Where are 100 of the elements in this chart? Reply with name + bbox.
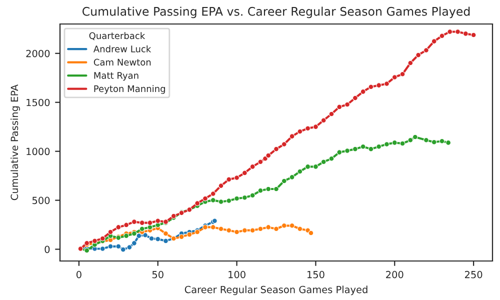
x-tick-label: 250 [464,270,482,278]
point [352,95,358,101]
y-tick-label: 0 [44,246,50,254]
point [281,142,287,147]
point [148,236,154,242]
point [155,218,161,224]
point [242,194,248,200]
point [289,134,295,140]
point [384,142,390,147]
point [384,81,390,86]
point [313,124,318,130]
point [194,200,200,206]
point [139,226,145,232]
point [328,111,334,117]
point [400,71,406,77]
point [250,164,256,170]
legend-label: Andrew Luck [93,45,152,52]
point [226,228,232,234]
point [210,224,216,230]
point [274,226,279,232]
point [281,222,287,228]
point [446,140,452,146]
point [124,233,130,239]
y-tick-label: 2000 [26,50,50,58]
point [218,183,224,188]
point [131,240,137,246]
point [226,176,232,182]
point [320,159,326,165]
chart-title: Cumulative Passing EPA vs. Career Regular Season Games Played [82,6,470,18]
point [258,226,264,232]
point [297,128,303,134]
point [439,33,445,39]
point [336,104,342,110]
point [392,74,398,80]
point [368,146,374,152]
point [305,164,311,170]
point [234,196,240,202]
point [116,224,122,230]
point [262,156,268,162]
legend-label: Matt Ryan [94,72,138,81]
legend-label: Cam Newton [94,58,151,66]
x-tick-label: 150 [308,270,324,278]
point [336,150,342,156]
point [281,178,287,184]
point [274,146,279,152]
point [266,224,272,230]
y-tick-label: 1500 [26,98,50,106]
point [344,102,350,108]
point [116,244,122,250]
point [147,220,153,226]
point [210,191,216,196]
x-tick-label: 100 [228,270,246,278]
point [258,159,264,165]
point [155,236,161,242]
point [100,236,106,242]
point [100,246,106,252]
point [313,164,318,170]
point [250,192,256,198]
point [163,238,168,244]
point [84,248,90,254]
point [352,146,358,152]
point [344,148,350,154]
point [297,226,303,232]
y-tick-label: 1000 [26,148,50,156]
point [376,144,382,150]
x-tick-label: 0 [76,270,82,278]
point [266,186,272,192]
point [147,224,153,230]
point [258,188,264,194]
point [360,88,366,94]
point [234,175,240,180]
point [360,144,366,150]
point [308,230,314,236]
point [431,38,437,44]
point [136,233,142,239]
point [289,222,295,228]
point [210,197,216,203]
point [368,84,374,90]
point [462,30,468,36]
point [439,138,445,144]
point [202,196,208,202]
y-axis-title: Cumulative Passing EPA [10,84,20,200]
point [108,229,114,235]
point [124,222,130,228]
point [126,244,132,250]
point [470,32,476,38]
point [423,48,429,53]
point [218,199,224,204]
x-axis-title: Career Regular Season Games Played [184,286,368,296]
point [218,226,224,232]
point [447,29,453,34]
point [408,137,414,143]
point [392,140,398,146]
point [142,232,148,238]
legend-label: Peyton Manning [94,85,165,94]
point [289,174,295,180]
point [408,60,414,66]
point [242,170,248,176]
point [242,228,248,234]
point [120,246,126,252]
